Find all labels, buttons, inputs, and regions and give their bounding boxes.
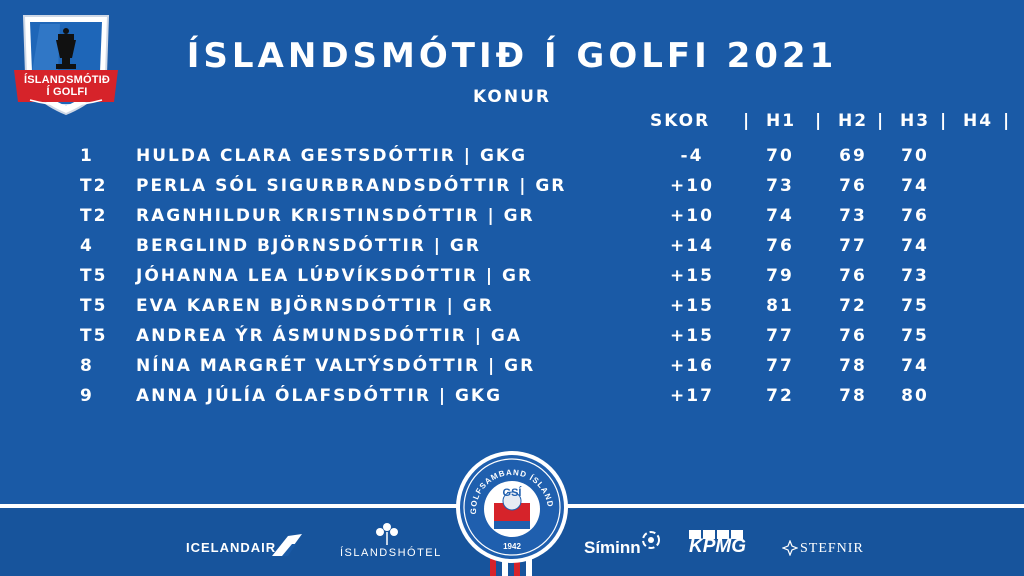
- row-round-2: 72: [839, 296, 867, 316]
- table-row: T2 PERLA SÓL SIGURBRANDSDÓTTIR | GR +10 …: [0, 173, 1024, 203]
- row-score: +10: [670, 206, 714, 226]
- row-player: EVA KAREN BJÖRNSDÓTTIR | GR: [136, 296, 494, 316]
- row-round-1: 77: [766, 356, 794, 376]
- row-round-1: 74: [766, 206, 794, 226]
- row-round-2: 76: [839, 326, 867, 346]
- row-player: JÓHANNA LEA LÚÐVÍKSDÓTTIR | GR: [136, 266, 534, 286]
- row-player: NÍNA MARGRÉT VALTÝSDÓTTIR | GR: [136, 356, 536, 376]
- row-round-1: 72: [766, 386, 794, 406]
- row-score: +14: [670, 236, 714, 256]
- row-score: +16: [670, 356, 714, 376]
- page-title: ÍSLANDSMÓTIÐ Í GOLFI 2021: [186, 36, 838, 76]
- row-score: +15: [670, 266, 714, 286]
- header-h1: H1: [766, 111, 797, 131]
- sponsor-islandshotel: ÍSLANDSHÓTEL: [340, 547, 442, 559]
- row-position: 9: [80, 386, 94, 406]
- tournament-logo: [14, 15, 118, 116]
- row-round-3: 76: [901, 206, 929, 226]
- row-round-1: 79: [766, 266, 794, 286]
- sponsor-kpmg: KPMG: [689, 536, 746, 557]
- row-player: BERGLIND BJÖRNSDÓTTIR | GR: [136, 236, 481, 256]
- header-h4: H4: [963, 111, 994, 131]
- table-row: 4 BERGLIND BJÖRNSDÓTTIR | GR +14 76 77 7…: [0, 233, 1024, 263]
- row-player: ANNA JÚLÍA ÓLAFSDÓTTIR | GKG: [136, 386, 503, 406]
- hotel-flower-icon: [376, 523, 398, 545]
- row-round-3: 74: [901, 356, 929, 376]
- row-round-3: 75: [901, 326, 929, 346]
- sponsor-stefnir: STEFNIR: [800, 541, 864, 556]
- row-round-3: 73: [901, 266, 929, 286]
- gsi-badge-text: GSÍ: [503, 486, 523, 499]
- header-separator: |: [1003, 111, 1012, 131]
- row-round-2: 77: [839, 236, 867, 256]
- row-round-2: 78: [839, 356, 867, 376]
- leaderboard-table: 1 HULDA CLARA GESTSDÓTTIR | GKG -4 70 69…: [0, 143, 1024, 413]
- row-round-3: 74: [901, 176, 929, 196]
- row-score: +17: [670, 386, 714, 406]
- header-h3: H3: [900, 111, 931, 131]
- gsi-year: 1942: [503, 542, 521, 551]
- header-separator: |: [940, 111, 949, 131]
- icelandair-wing-icon: [272, 534, 302, 556]
- row-round-2: 78: [839, 386, 867, 406]
- logo-line-1: ÍSLANDSMÓTIÐ: [23, 74, 111, 86]
- row-player: HULDA CLARA GESTSDÓTTIR | GKG: [136, 146, 528, 166]
- column-headers: SKOR | H1 | H2 | H3 | H4 |: [0, 111, 1024, 133]
- header-separator: |: [815, 111, 824, 131]
- row-round-3: 70: [901, 146, 929, 166]
- table-row: 8 NÍNA MARGRÉT VALTÝSDÓTTIR | GR +16 77 …: [0, 353, 1024, 383]
- row-position: T5: [80, 296, 108, 316]
- row-round-1: 81: [766, 296, 794, 316]
- row-round-3: 74: [901, 236, 929, 256]
- table-row: 1 HULDA CLARA GESTSDÓTTIR | GKG -4 70 69…: [0, 143, 1024, 173]
- gsi-emblem: GOLFSAMBAND ÍSLANDS GSÍ 1942: [454, 449, 568, 563]
- row-position: 4: [80, 236, 94, 256]
- table-row: 9 ANNA JÚLÍA ÓLAFSDÓTTIR | GKG +17 72 78…: [0, 383, 1024, 413]
- row-position: T5: [80, 326, 108, 346]
- row-score: -4: [680, 146, 704, 166]
- row-round-2: 76: [839, 266, 867, 286]
- row-round-3: 80: [901, 386, 929, 406]
- row-round-1: 77: [766, 326, 794, 346]
- header-h2: H2: [838, 111, 869, 131]
- row-score: +10: [670, 176, 714, 196]
- row-round-2: 69: [839, 146, 867, 166]
- table-row: T5 ANDREA ÝR ÁSMUNDSDÓTTIR | GA +15 77 7…: [0, 323, 1024, 353]
- header-skor: SKOR: [650, 111, 711, 131]
- stefnir-star-icon: [782, 540, 798, 556]
- row-position: T2: [80, 206, 108, 226]
- logo-line-2: Í GOLFI: [46, 86, 88, 98]
- row-round-1: 70: [766, 146, 794, 166]
- row-round-2: 76: [839, 176, 867, 196]
- sponsor-siminn: Síminn: [584, 538, 641, 557]
- header-separator: |: [877, 111, 886, 131]
- row-round-1: 76: [766, 236, 794, 256]
- row-position: T5: [80, 266, 108, 286]
- table-row: T5 JÓHANNA LEA LÚÐVÍKSDÓTTIR | GR +15 79…: [0, 263, 1024, 293]
- category-subtitle: KONUR: [473, 87, 551, 107]
- row-round-3: 75: [901, 296, 929, 316]
- row-position: 1: [80, 146, 94, 166]
- siminn-swirl-icon: [642, 531, 660, 549]
- header-separator: |: [743, 111, 752, 131]
- row-score: +15: [670, 296, 714, 316]
- row-round-2: 73: [839, 206, 867, 226]
- row-score: +15: [670, 326, 714, 346]
- row-player: PERLA SÓL SIGURBRANDSDÓTTIR | GR: [136, 176, 567, 196]
- row-player: RAGNHILDUR KRISTINSDÓTTIR | GR: [136, 206, 535, 226]
- row-position: 8: [80, 356, 94, 376]
- row-round-1: 73: [766, 176, 794, 196]
- table-row: T2 RAGNHILDUR KRISTINSDÓTTIR | GR +10 74…: [0, 203, 1024, 233]
- kpmg-bars-icon: [689, 530, 743, 539]
- row-player: ANDREA ÝR ÁSMUNDSDÓTTIR | GA: [136, 326, 523, 346]
- sponsor-icelandair: ICELANDAIR: [186, 540, 277, 555]
- table-row: T5 EVA KAREN BJÖRNSDÓTTIR | GR +15 81 72…: [0, 293, 1024, 323]
- row-position: T2: [80, 176, 108, 196]
